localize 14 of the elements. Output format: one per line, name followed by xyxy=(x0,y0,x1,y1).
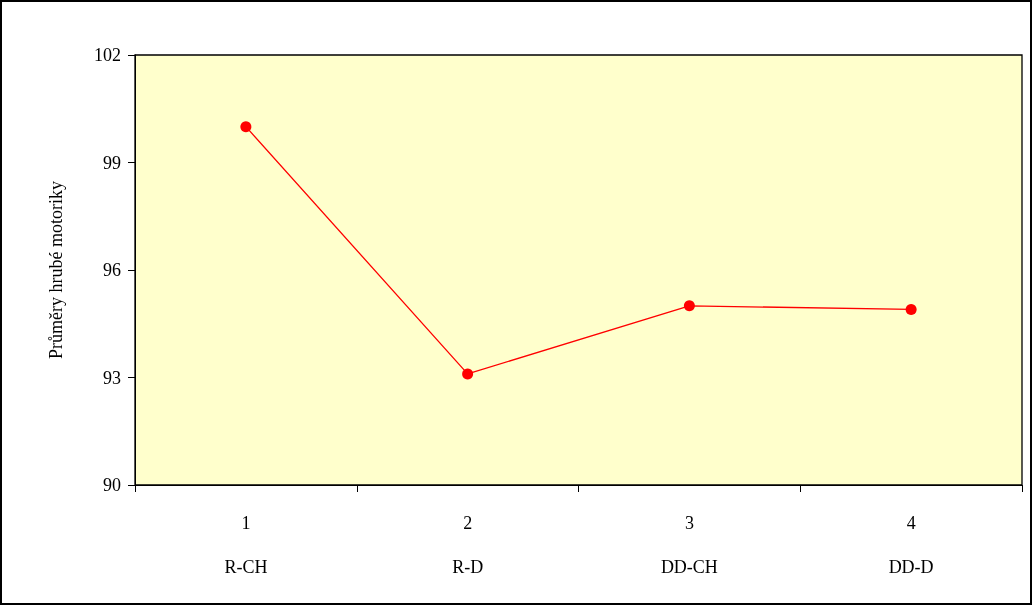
point xyxy=(240,121,252,133)
point xyxy=(462,368,474,380)
point xyxy=(683,300,695,312)
y-tick-label: 102 xyxy=(94,45,121,65)
y-tick-label: 96 xyxy=(103,260,121,280)
y-tick-label: 99 xyxy=(103,152,121,173)
category-label: 1 R-CH xyxy=(224,513,268,577)
category-label: 2 R-D xyxy=(452,513,484,577)
y-axis-title: Průměry hrubé motoriky xyxy=(46,181,66,359)
point xyxy=(905,303,917,315)
category-label: 3 DD-CH xyxy=(660,513,718,577)
y-tick-label: 93 xyxy=(103,367,121,388)
category-label: 4 DD-D xyxy=(888,513,934,577)
y-tick-label: 90 xyxy=(103,475,121,495)
